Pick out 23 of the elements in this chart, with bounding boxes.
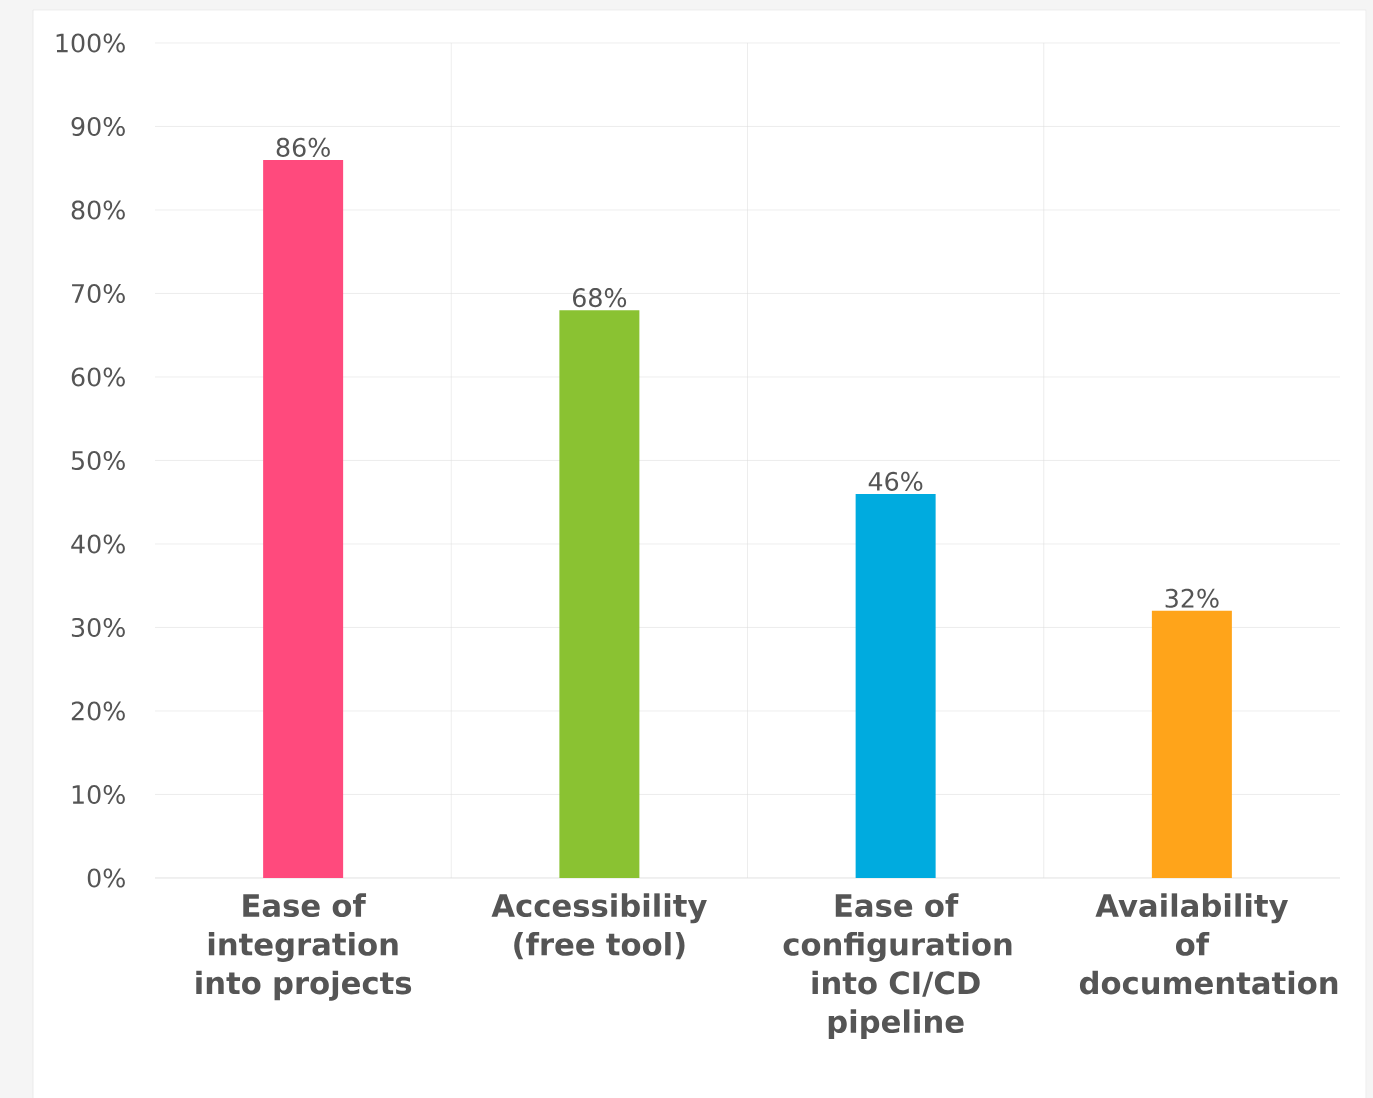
data-label: 46% xyxy=(868,471,923,491)
x-tick-label: Ease of integration into projects xyxy=(196,893,412,1001)
y-tick-label: 100% xyxy=(56,33,125,53)
y-tick-label: 90% xyxy=(71,116,125,137)
bar xyxy=(855,493,936,878)
x-tick-label: Ease of configuration into CI/CD pipeline xyxy=(783,893,1012,1040)
y-tick-label: 10% xyxy=(72,784,125,805)
y-tick-label: 80% xyxy=(71,200,125,220)
bar xyxy=(1151,610,1232,878)
y-tick-label: 70% xyxy=(72,283,125,304)
x-tick-label: Availability of documentation xyxy=(1079,893,1338,995)
x-tick-label: Accessibility (free tool) xyxy=(491,893,707,960)
y-tick-label: 40% xyxy=(71,534,125,554)
y-tick-label: 30% xyxy=(71,617,125,638)
data-label: 32% xyxy=(1165,588,1219,608)
bar xyxy=(559,310,640,878)
y-tick-label: 20% xyxy=(71,701,125,721)
y-tick-label: 50% xyxy=(71,450,125,471)
bar xyxy=(263,159,344,878)
y-tick-label: 0% xyxy=(87,868,125,888)
data-label: 68% xyxy=(573,288,627,308)
y-tick-label: 60% xyxy=(71,367,125,387)
data-label: 86% xyxy=(276,137,330,157)
